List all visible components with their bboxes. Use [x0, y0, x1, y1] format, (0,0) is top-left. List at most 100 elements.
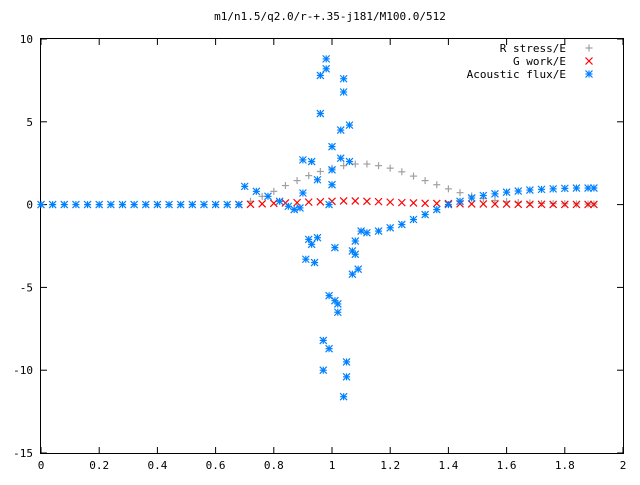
data-point — [397, 220, 406, 229]
data-point — [333, 308, 342, 317]
data-point — [313, 233, 322, 242]
data-point — [301, 255, 310, 264]
data-point — [491, 196, 499, 204]
data-point — [310, 258, 319, 267]
x-tick-label: 0.8 — [264, 459, 284, 472]
data-point — [398, 168, 406, 176]
data-point — [340, 162, 348, 170]
x-tick-label: 1.8 — [555, 459, 575, 472]
data-point — [421, 177, 429, 185]
data-point — [342, 357, 351, 366]
data-point — [246, 200, 255, 209]
data-point — [409, 199, 418, 207]
data-point — [525, 200, 534, 209]
data-point — [71, 200, 80, 209]
x-tick-label: 0 — [38, 459, 45, 472]
data-point — [298, 155, 307, 164]
data-point — [560, 200, 569, 209]
data-point — [467, 200, 476, 208]
data-point — [333, 300, 342, 308]
data-point — [305, 172, 313, 180]
x-tick-label: 0.6 — [206, 459, 226, 472]
legend-label: Acoustic flux/E — [467, 68, 566, 81]
data-point — [351, 197, 360, 205]
series-0 — [235, 160, 598, 209]
legend-marker — [585, 44, 593, 52]
legend-label: G work/E — [513, 55, 566, 68]
data-point — [339, 74, 348, 83]
data-point — [319, 336, 328, 345]
data-point — [313, 175, 322, 184]
data-point — [339, 197, 348, 205]
data-point — [589, 184, 598, 192]
data-point — [351, 250, 360, 259]
data-point — [290, 205, 299, 214]
data-point — [325, 200, 334, 209]
data-point — [281, 182, 289, 190]
data-point — [549, 184, 558, 193]
data-point — [432, 199, 441, 208]
data-point — [375, 162, 383, 170]
y-tick-label: -5 — [20, 281, 33, 294]
data-point — [130, 200, 139, 209]
data-point — [325, 291, 334, 300]
data-point — [83, 200, 92, 209]
data-point — [502, 200, 511, 209]
legend-label: R stress/E — [500, 42, 566, 55]
data-point — [316, 71, 325, 80]
data-point — [223, 200, 232, 209]
data-point — [584, 200, 593, 209]
x-tick-label: 0.2 — [89, 459, 109, 472]
data-point — [211, 200, 220, 209]
data-point — [165, 200, 173, 209]
data-point — [339, 88, 348, 96]
data-point — [589, 200, 598, 209]
data-point — [319, 366, 328, 375]
data-point — [275, 197, 284, 206]
data-point — [456, 189, 464, 197]
data-point — [293, 177, 301, 185]
data-point — [584, 184, 593, 192]
data-series — [37, 54, 598, 401]
chart-title: m1/n1.5/q2.0/r-+.35-j181/M100.0/512 — [214, 10, 446, 23]
data-point — [37, 200, 45, 209]
data-point — [336, 154, 345, 163]
data-point — [316, 109, 325, 118]
data-point — [252, 187, 261, 196]
data-point — [354, 265, 363, 274]
legend-marker — [585, 57, 593, 65]
data-point — [328, 142, 336, 151]
data-point — [304, 235, 313, 244]
data-point — [330, 243, 339, 252]
y-tick-label: 0 — [26, 199, 33, 212]
y-tick-label: 10 — [20, 33, 33, 46]
data-point — [316, 167, 324, 175]
data-point — [339, 392, 348, 401]
data-point — [296, 203, 304, 212]
data-point — [270, 187, 278, 195]
data-point — [188, 200, 197, 209]
data-point — [386, 223, 395, 232]
data-point — [444, 185, 452, 193]
data-point — [48, 200, 57, 209]
data-point — [348, 270, 357, 279]
data-point — [264, 192, 272, 201]
plot-frame — [40, 38, 624, 454]
x-tick-label: 1.2 — [380, 459, 400, 472]
data-point — [456, 197, 464, 206]
data-point — [514, 200, 523, 209]
x-tick-label: 1 — [329, 459, 336, 472]
data-point — [95, 200, 104, 209]
data-point — [60, 200, 69, 209]
data-point — [526, 199, 534, 207]
data-point — [409, 215, 418, 224]
data-point — [240, 182, 249, 191]
series-2 — [37, 54, 598, 401]
legend-marker — [585, 70, 593, 78]
y-tick-label: 5 — [26, 116, 33, 129]
y-tick-label: -15 — [13, 447, 33, 460]
data-point — [316, 197, 325, 206]
data-point — [258, 199, 267, 208]
